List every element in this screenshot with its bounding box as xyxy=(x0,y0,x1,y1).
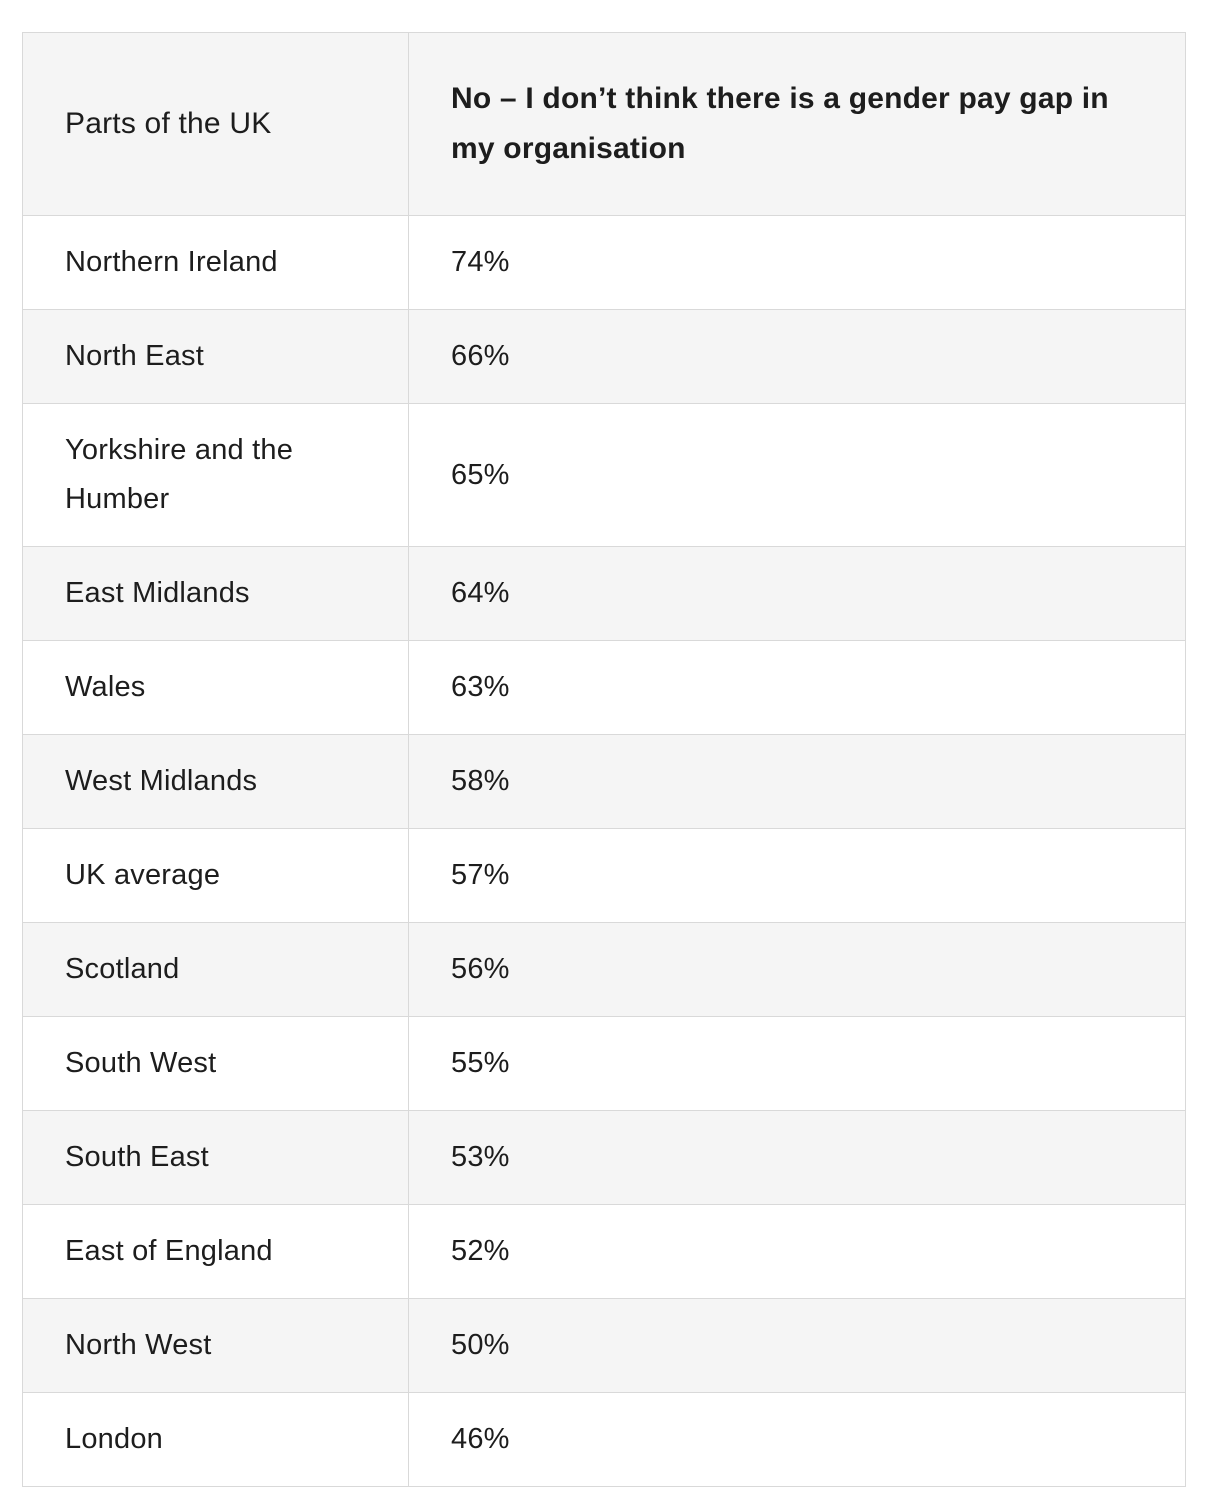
region-cell: West Midlands xyxy=(22,734,409,829)
value-cell: 55% xyxy=(408,1016,1186,1111)
column-header-no-gender-pay-gap: No – I don’t think there is a gender pay… xyxy=(408,32,1186,216)
value-cell: 66% xyxy=(408,309,1186,404)
uk-gender-pay-gap-table: Parts of the UK No – I don’t think there… xyxy=(22,32,1186,1487)
value-cell: 50% xyxy=(408,1298,1186,1393)
region-cell: Scotland xyxy=(22,922,409,1017)
value-cell: 58% xyxy=(408,734,1186,829)
value-cell: 65% xyxy=(408,403,1186,547)
table-row: London 46% xyxy=(22,1392,1186,1487)
table-row: Scotland 56% xyxy=(22,922,1186,1017)
table-row: West Midlands 58% xyxy=(22,734,1186,829)
value-cell: 56% xyxy=(408,922,1186,1017)
region-cell: North West xyxy=(22,1298,409,1393)
region-cell: East of England xyxy=(22,1204,409,1299)
table-row: East of England 52% xyxy=(22,1204,1186,1299)
value-cell: 57% xyxy=(408,828,1186,923)
table-row: Yorkshire and the Humber 65% xyxy=(22,403,1186,547)
table-header: Parts of the UK No – I don’t think there… xyxy=(22,32,1186,216)
region-cell: South East xyxy=(22,1110,409,1205)
table-row: North East 66% xyxy=(22,309,1186,404)
table-row: UK average 57% xyxy=(22,828,1186,923)
region-cell: East Midlands xyxy=(22,546,409,641)
value-cell: 63% xyxy=(408,640,1186,735)
value-cell: 53% xyxy=(408,1110,1186,1205)
table-row: Wales 63% xyxy=(22,640,1186,735)
value-cell: 64% xyxy=(408,546,1186,641)
region-cell: Wales xyxy=(22,640,409,735)
table-row: South East 53% xyxy=(22,1110,1186,1205)
region-cell: UK average xyxy=(22,828,409,923)
region-cell: North East xyxy=(22,309,409,404)
value-cell: 46% xyxy=(408,1392,1186,1487)
table-row: North West 50% xyxy=(22,1298,1186,1393)
region-cell: Northern Ireland xyxy=(22,215,409,310)
table-row: Northern Ireland 74% xyxy=(22,215,1186,310)
region-cell: London xyxy=(22,1392,409,1487)
value-cell: 74% xyxy=(408,215,1186,310)
region-cell: Yorkshire and the Humber xyxy=(22,403,409,547)
column-header-parts-of-the-uk: Parts of the UK xyxy=(22,32,409,216)
table-container: Parts of the UK No – I don’t think there… xyxy=(22,32,1186,1487)
header-row: Parts of the UK No – I don’t think there… xyxy=(22,32,1186,216)
region-cell: South West xyxy=(22,1016,409,1111)
value-cell: 52% xyxy=(408,1204,1186,1299)
table-body: Northern Ireland 74% North East 66% York… xyxy=(22,215,1186,1487)
table-row: South West 55% xyxy=(22,1016,1186,1111)
table-row: East Midlands 64% xyxy=(22,546,1186,641)
